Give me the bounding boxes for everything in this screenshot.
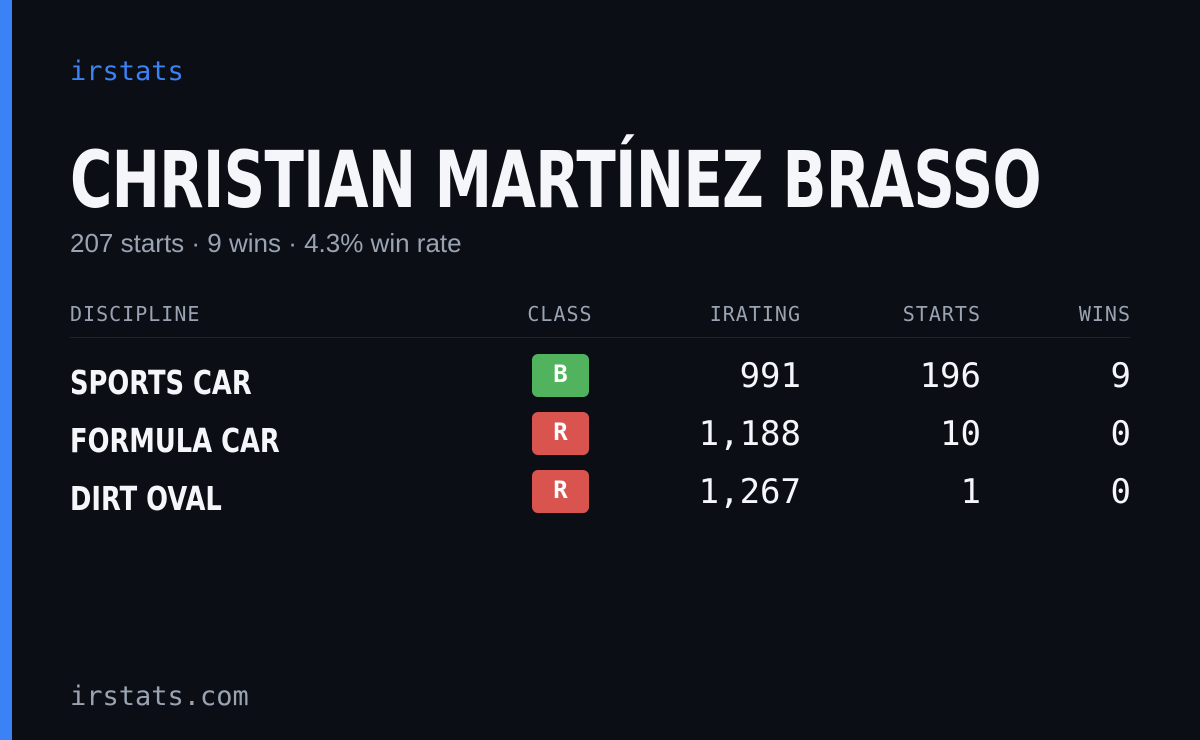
class-badge: B <box>532 354 589 397</box>
footer: irstats.com <box>70 681 249 712</box>
column-header: CLASS <box>527 302 593 326</box>
class-badge: R <box>532 412 589 455</box>
discipline: FORMULA CAR <box>70 421 280 460</box>
column-header: IRATING <box>709 302 801 326</box>
driver-summary: 207 starts · 9 wins · 4.3% win rate <box>70 228 462 258</box>
starts: 196 <box>919 356 981 396</box>
discipline: SPORTS CAR <box>70 363 252 402</box>
irating: 991 <box>739 356 801 396</box>
irating: 1,267 <box>698 472 801 512</box>
column-header: WINS <box>1078 302 1131 326</box>
accent-bar <box>0 0 12 740</box>
wins: 9 <box>1110 356 1131 396</box>
starts: 10 <box>940 414 981 454</box>
column-header: STARTS <box>902 302 981 326</box>
irating: 1,188 <box>698 414 801 454</box>
wins: 0 <box>1110 414 1131 454</box>
column-header: DISCIPLINE <box>70 302 201 326</box>
discipline: DIRT OVAL <box>70 479 222 518</box>
class-badge: R <box>532 470 589 513</box>
starts: 1 <box>960 472 981 512</box>
header-rule <box>70 337 1130 338</box>
driver-name: CHRISTIAN MARTÍNEZ BRASSO <box>70 136 1042 226</box>
wins: 0 <box>1110 472 1131 512</box>
brand: irstats <box>70 56 184 87</box>
